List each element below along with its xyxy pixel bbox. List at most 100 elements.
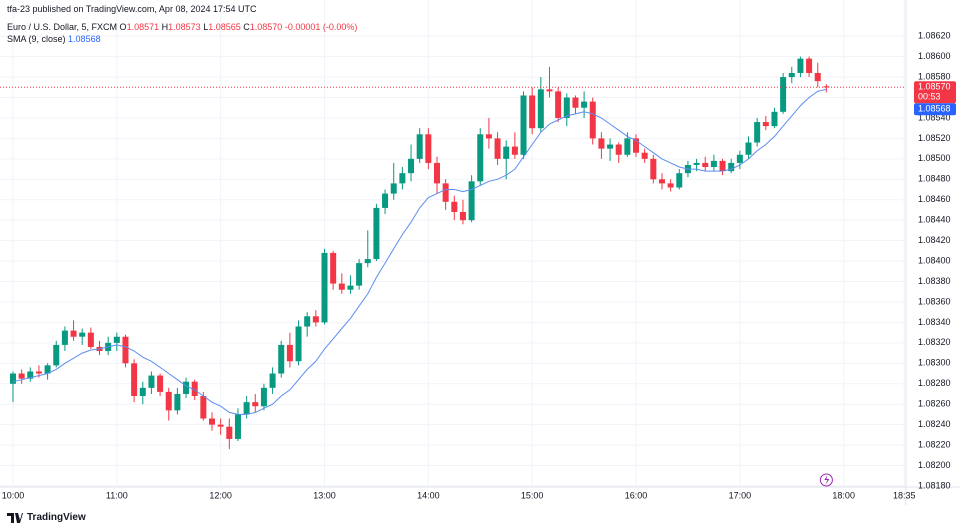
candle-body <box>658 179 665 184</box>
ohlc-label: H <box>161 22 169 32</box>
candle-body <box>702 162 709 168</box>
x-tick-label: 13:00 <box>313 490 336 500</box>
candle-body <box>243 402 250 415</box>
candle-body <box>814 72 821 82</box>
candle-body <box>555 91 562 118</box>
candle-body <box>511 146 518 155</box>
candle-body <box>330 252 337 284</box>
candle-body <box>477 134 484 182</box>
ohlc: O1.08571 H1.08573 L1.08565 C1.08570 <box>120 22 285 32</box>
y-tick-label: 1.08240 <box>918 419 951 429</box>
candle-body <box>615 144 622 155</box>
y-tick-label: 1.08620 <box>918 31 951 41</box>
candle-body <box>347 285 354 290</box>
candle-body <box>823 86 830 88</box>
y-tick-label: 1.08500 <box>918 153 951 163</box>
candle-body <box>468 181 475 221</box>
candle-body <box>148 375 155 388</box>
y-tick-label: 1.08260 <box>918 399 951 409</box>
publisher: tfa-23 published on TradingView.com, Apr… <box>7 4 257 14</box>
x-tick-label: 12:00 <box>209 490 232 500</box>
candle-body <box>234 414 241 439</box>
ohlc-value: 1.08573 <box>168 22 201 32</box>
candle-body <box>61 330 68 345</box>
candle-body <box>780 77 787 112</box>
candle-body <box>286 344 293 362</box>
symbol: Euro / U.S. Dollar, 5, FXCM <box>7 22 118 32</box>
y-tick-label: 1.08600 <box>918 51 951 61</box>
candle-body <box>529 95 536 129</box>
y-tick-label: 1.08320 <box>918 337 951 347</box>
candle-body <box>165 391 172 411</box>
x-tick-label: 17:00 <box>729 490 752 500</box>
candle-body <box>278 344 285 374</box>
candle-body <box>209 418 216 425</box>
sma-legend: SMA (9, close) 1.08568 <box>7 34 101 44</box>
candle-body <box>399 173 406 184</box>
event-bolt <box>824 475 830 485</box>
y-tick-label: 1.08300 <box>918 358 951 368</box>
last-price-box <box>914 81 956 104</box>
y-tick-label: 1.08420 <box>918 235 951 245</box>
y-tick-label: 1.08440 <box>918 215 951 225</box>
candle-body <box>191 381 198 397</box>
legend-entry: SMA (9, close) <box>7 34 66 44</box>
candle-body <box>408 158 415 174</box>
last-price-label: 1.08570 <box>918 82 951 92</box>
candle-body <box>754 122 761 143</box>
candle-body <box>797 58 804 73</box>
candle-body <box>520 95 527 155</box>
candle-body <box>321 252 328 323</box>
y-tick-label: 1.08580 <box>918 71 951 81</box>
candle-body <box>633 138 640 153</box>
candle-body <box>537 89 544 129</box>
candle-body <box>607 144 614 149</box>
brand: TradingView <box>27 512 86 523</box>
candle-body <box>113 336 120 343</box>
candle-body <box>676 173 683 188</box>
candle-body <box>260 387 267 407</box>
y-tick-label: 1.08340 <box>918 317 951 327</box>
candle-body <box>762 122 769 127</box>
y-tick-label: 1.08280 <box>918 378 951 388</box>
y-tick-label: 1.08520 <box>918 133 951 143</box>
candle-body <box>18 373 25 379</box>
candle-body <box>226 426 233 439</box>
candle-body <box>269 373 276 388</box>
ohlc-value: 1.08570 <box>249 22 283 32</box>
candle-body <box>710 160 717 168</box>
candle-body <box>745 142 752 155</box>
candle-body <box>122 336 129 364</box>
y-tick-label: 1.08360 <box>918 296 951 306</box>
candle-body <box>485 134 492 139</box>
candle-body <box>183 381 190 394</box>
y-tick-label: 1.08460 <box>918 194 951 204</box>
candle-body <box>27 371 34 379</box>
ohlc-label: C <box>243 22 250 32</box>
candle-body <box>295 326 302 362</box>
candle-body <box>44 365 51 374</box>
candle-body <box>693 162 700 165</box>
candle-body <box>364 259 371 264</box>
footer: TradingView <box>7 512 86 523</box>
candle-body <box>382 193 389 208</box>
sma-line <box>12 88 827 415</box>
candle-body <box>53 344 60 366</box>
candle-body <box>667 183 674 188</box>
candle-body <box>35 371 42 374</box>
sma-price-box <box>914 103 956 116</box>
y-tick-label: 1.08220 <box>918 439 951 449</box>
ohlc-label: O <box>119 22 127 32</box>
candle-body <box>719 160 726 172</box>
x-tick-label: 14:00 <box>417 490 440 500</box>
candle-body <box>131 363 138 397</box>
candle-body <box>788 72 795 78</box>
x-tick-label: 18:35 <box>893 490 916 500</box>
candle-body <box>304 316 311 327</box>
candle-body <box>494 138 501 159</box>
candle-body <box>442 183 449 202</box>
candle-body <box>728 162 735 172</box>
candle-body <box>624 138 631 155</box>
